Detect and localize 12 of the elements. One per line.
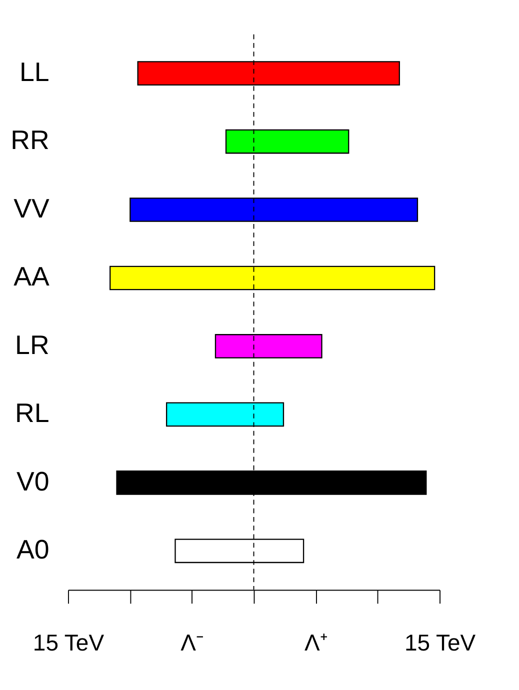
- x-tick-label: 15 TeV: [32, 630, 105, 656]
- x-tick-label: Λ⁻: [180, 630, 204, 656]
- y-tick-label: LL: [20, 56, 50, 87]
- x-tick-label: Λ⁺: [304, 630, 328, 656]
- y-tick-label: A0: [16, 534, 50, 565]
- y-tick-label: VV: [14, 193, 50, 224]
- y-tick-label: V0: [16, 466, 50, 496]
- x-tick-label: 15 TeV: [404, 630, 476, 656]
- y-tick-label: RL: [15, 398, 50, 428]
- y-tick-label: AA: [14, 262, 50, 292]
- y-tick-label: RR: [10, 125, 50, 156]
- y-tick-label: LR: [15, 330, 50, 360]
